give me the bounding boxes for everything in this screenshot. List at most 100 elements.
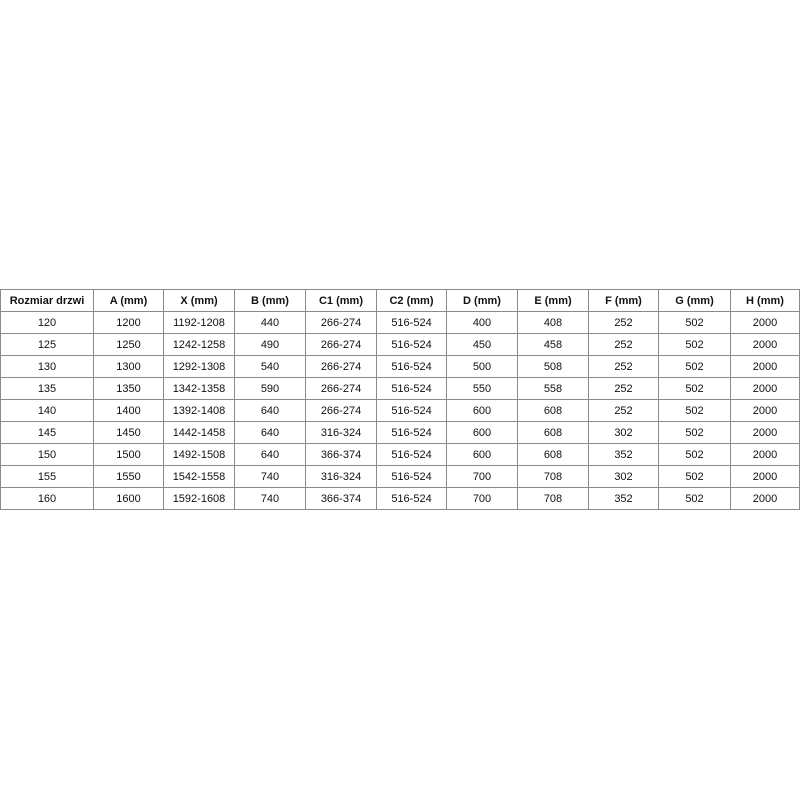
table-cell: 266-274 xyxy=(305,399,377,422)
table-cell: 1350 xyxy=(93,377,164,400)
dimensions-table: Rozmiar drzwi A (mm) X (mm) B (mm) C1 (mm) C2… xyxy=(0,289,800,510)
header-row: Rozmiar drzwi A (mm) X (mm) B (mm) C1 (mm) C2… xyxy=(0,289,800,312)
table-row: 125 1250 1242-1258 490 266-274 516-524 450 458 2… xyxy=(0,333,800,356)
column-header: H (mm) xyxy=(730,289,800,312)
table-cell: 600 xyxy=(446,399,518,422)
table-cell: 2000 xyxy=(730,487,800,510)
table-cell: 1542-1558 xyxy=(163,465,235,488)
column-header: E (mm) xyxy=(517,289,589,312)
table-cell: 516-524 xyxy=(376,465,447,488)
table-cell: 516-524 xyxy=(376,443,447,466)
table-cell: 135 xyxy=(0,377,94,400)
table-cell: 316-324 xyxy=(305,465,377,488)
table-cell: 550 xyxy=(446,377,518,400)
table-cell: 252 xyxy=(588,399,659,422)
table-cell: 316-324 xyxy=(305,421,377,444)
table-cell: 252 xyxy=(588,377,659,400)
table-cell: 640 xyxy=(234,443,306,466)
table-cell: 740 xyxy=(234,465,306,488)
table-cell: 130 xyxy=(0,355,94,378)
table-cell: 502 xyxy=(658,377,731,400)
table-cell: 352 xyxy=(588,487,659,510)
table-cell: 508 xyxy=(517,355,589,378)
column-header: G (mm) xyxy=(658,289,731,312)
table-cell: 740 xyxy=(234,487,306,510)
table-cell: 708 xyxy=(517,487,589,510)
table-cell: 352 xyxy=(588,443,659,466)
table-cell: 516-524 xyxy=(376,355,447,378)
table-cell: 1342-1358 xyxy=(163,377,235,400)
table-cell: 366-374 xyxy=(305,487,377,510)
table-cell: 1192-1208 xyxy=(163,311,235,334)
table-cell: 1492-1508 xyxy=(163,443,235,466)
table-cell: 502 xyxy=(658,399,731,422)
table-cell: 2000 xyxy=(730,333,800,356)
table-cell: 266-274 xyxy=(305,355,377,378)
column-header: Rozmiar drzwi xyxy=(0,289,94,312)
column-header: B (mm) xyxy=(234,289,306,312)
table-cell: 516-524 xyxy=(376,487,447,510)
table-cell: 516-524 xyxy=(376,399,447,422)
table-cell: 502 xyxy=(658,333,731,356)
table-cell: 1550 xyxy=(93,465,164,488)
table-cell: 1442-1458 xyxy=(163,421,235,444)
table-cell: 502 xyxy=(658,311,731,334)
table-cell: 1300 xyxy=(93,355,164,378)
table-cell: 2000 xyxy=(730,399,800,422)
column-header: F (mm) xyxy=(588,289,659,312)
table-cell: 266-274 xyxy=(305,311,377,334)
table-cell: 502 xyxy=(658,355,731,378)
table-cell: 1592-1608 xyxy=(163,487,235,510)
table-cell: 516-524 xyxy=(376,377,447,400)
table-cell: 2000 xyxy=(730,311,800,334)
column-header: A (mm) xyxy=(93,289,164,312)
table-cell: 600 xyxy=(446,421,518,444)
table-cell: 1450 xyxy=(93,421,164,444)
table-row: 145 1450 1442-1458 640 316-324 516-524 600 608 3… xyxy=(0,421,800,444)
table-cell: 640 xyxy=(234,399,306,422)
table-cell: 516-524 xyxy=(376,311,447,334)
column-header: C1 (mm) xyxy=(305,289,377,312)
table-cell: 266-274 xyxy=(305,333,377,356)
table-cell: 302 xyxy=(588,465,659,488)
table-cell: 490 xyxy=(234,333,306,356)
table-cell: 708 xyxy=(517,465,589,488)
table-cell: 140 xyxy=(0,399,94,422)
table-cell: 502 xyxy=(658,487,731,510)
table-cell: 640 xyxy=(234,421,306,444)
table-cell: 120 xyxy=(0,311,94,334)
table-cell: 2000 xyxy=(730,355,800,378)
table-cell: 458 xyxy=(517,333,589,356)
table-cell: 408 xyxy=(517,311,589,334)
table-cell: 440 xyxy=(234,311,306,334)
table-cell: 400 xyxy=(446,311,518,334)
table-cell: 1392-1408 xyxy=(163,399,235,422)
table-cell: 252 xyxy=(588,311,659,334)
table-cell: 700 xyxy=(446,465,518,488)
table-row: 135 1350 1342-1358 590 266-274 516-524 550 558 2… xyxy=(0,377,800,400)
table-cell: 1500 xyxy=(93,443,164,466)
column-header: X (mm) xyxy=(163,289,235,312)
table-cell: 2000 xyxy=(730,421,800,444)
table-cell: 516-524 xyxy=(376,333,447,356)
table-cell: 266-274 xyxy=(305,377,377,400)
table-cell: 1600 xyxy=(93,487,164,510)
table-cell: 366-374 xyxy=(305,443,377,466)
table-cell: 2000 xyxy=(730,377,800,400)
column-header: D (mm) xyxy=(446,289,518,312)
table-cell: 450 xyxy=(446,333,518,356)
table-cell: 502 xyxy=(658,443,731,466)
table-cell: 150 xyxy=(0,443,94,466)
table-cell: 1400 xyxy=(93,399,164,422)
table-row: 140 1400 1392-1408 640 266-274 516-524 600 608 2… xyxy=(0,399,800,422)
table-cell: 600 xyxy=(446,443,518,466)
table-cell: 252 xyxy=(588,355,659,378)
table-cell: 516-524 xyxy=(376,421,447,444)
table-cell: 558 xyxy=(517,377,589,400)
table-row: 150 1500 1492-1508 640 366-374 516-524 600 608 3… xyxy=(0,443,800,466)
table-cell: 590 xyxy=(234,377,306,400)
table-cell: 125 xyxy=(0,333,94,356)
table-cell: 252 xyxy=(588,333,659,356)
table-cell: 145 xyxy=(0,421,94,444)
table-cell: 500 xyxy=(446,355,518,378)
